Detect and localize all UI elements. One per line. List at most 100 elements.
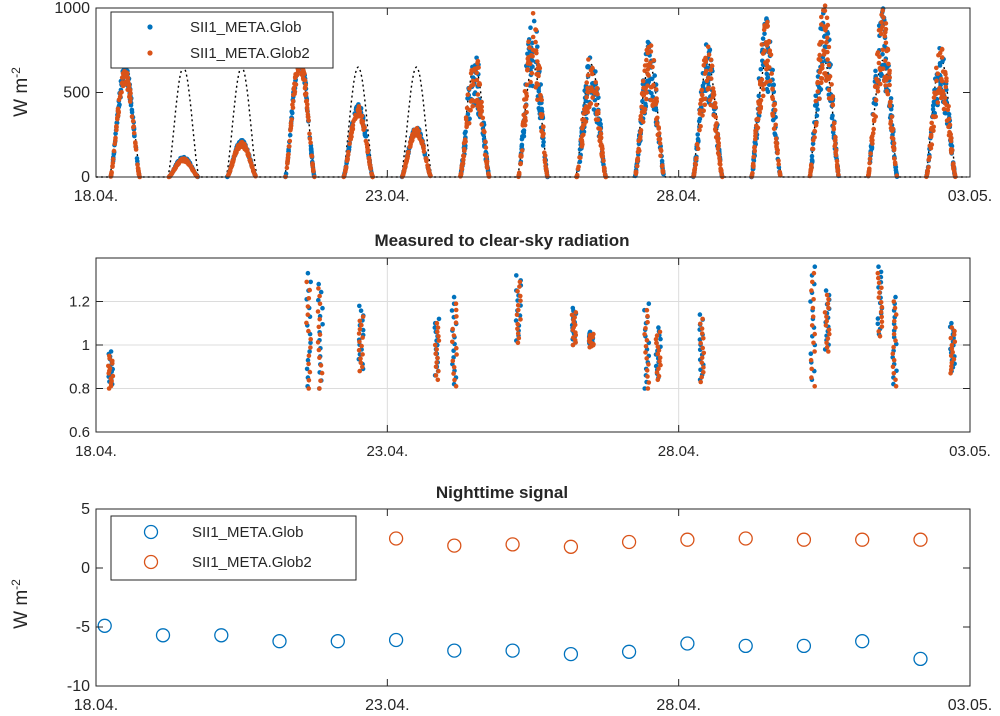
nighttime-marks: [97, 531, 928, 667]
glob2-point: [752, 144, 757, 150]
irradiance-y-axis-label: W m-2: [9, 67, 32, 117]
glob2-point: [113, 138, 118, 143]
glob2-point: [470, 104, 476, 109]
glob2-point: [774, 144, 779, 150]
glob2-point: [870, 130, 876, 136]
glob-point: [290, 110, 295, 116]
glob2-point: [887, 68, 892, 74]
glob2-point: [821, 52, 827, 57]
glob2-point: [310, 162, 315, 167]
glob2-point: [658, 147, 663, 152]
glob2-point: [657, 141, 663, 146]
glob2-point: [470, 68, 476, 73]
glob2-point: [648, 43, 654, 48]
glob2-point: [760, 82, 765, 88]
night-glob-point: [155, 628, 171, 643]
glob2-point: [926, 165, 931, 170]
glob2-point: [703, 58, 709, 63]
glob-point: [815, 107, 820, 112]
glob2-point: [770, 86, 775, 92]
glob2-point: [530, 34, 536, 40]
ratio-glob2-point: [879, 304, 885, 310]
night-glob-point: [388, 632, 404, 648]
glob-point: [814, 113, 820, 118]
ratio-glob2-point: [645, 319, 650, 325]
glob2-point: [125, 71, 130, 76]
glob2-point: [824, 35, 830, 41]
glob2-point: [578, 137, 584, 143]
ratio-glob2-point: [517, 279, 523, 285]
ratio-glob2-point: [646, 362, 651, 367]
glob2-point: [833, 152, 839, 158]
ratio-glob2-point: [357, 327, 363, 332]
ratio-glob2-point: [654, 333, 660, 338]
glob2-point: [634, 163, 640, 169]
glob2-point: [711, 113, 716, 118]
glob2-point: [458, 172, 464, 178]
ratio-glob-point: [320, 322, 325, 327]
ratio-glob2-point: [811, 297, 816, 302]
glob2-point: [290, 98, 296, 104]
glob2-point: [582, 110, 588, 115]
y-tick-label: 1000: [54, 0, 90, 17]
ratio-glob2-point: [306, 353, 312, 359]
night-glob2-point: [505, 537, 520, 552]
glob2-point: [527, 45, 532, 50]
ratio-glob2-point: [433, 373, 439, 378]
ratio-glob2-point: [948, 353, 954, 359]
ratio-glob2-point: [318, 378, 323, 384]
glob2-point: [773, 122, 778, 128]
glob2-point: [882, 33, 888, 39]
glob2-point: [749, 173, 755, 178]
glob2-point: [657, 136, 663, 142]
glob2-point: [751, 163, 756, 168]
x-tick-label: 28.04.: [656, 188, 700, 205]
ratio-glob2-point: [824, 344, 830, 350]
ratio-glob2-point: [317, 355, 322, 361]
glob2-point: [310, 167, 316, 172]
glob2-point: [109, 170, 114, 176]
glob2-point: [943, 84, 949, 90]
glob2-point: [946, 104, 951, 109]
glob-point: [893, 165, 898, 170]
glob2-point: [949, 150, 954, 155]
glob2-point: [594, 86, 600, 91]
ratio-glob2-point: [808, 357, 814, 363]
glob2-point: [638, 113, 644, 119]
glob2-point: [536, 71, 541, 77]
glob2-point: [819, 80, 824, 86]
ratio-glob2-point: [654, 340, 659, 346]
glob2-point: [815, 79, 821, 85]
glob2-point: [533, 39, 538, 45]
glob2-point: [645, 71, 651, 77]
glob2-point: [660, 168, 666, 173]
glob2-point: [655, 132, 661, 138]
glob-point: [948, 142, 953, 147]
ratio-glob2-point: [809, 323, 815, 328]
ratio-glob2-point: [892, 318, 897, 324]
ratio-glob2-point: [892, 305, 898, 311]
ratio-glob-point: [308, 279, 314, 285]
glob2-point: [483, 145, 489, 150]
glob-point: [640, 98, 645, 104]
ratio-glob2-point: [315, 340, 321, 345]
glob2-point: [817, 96, 822, 102]
ratio-glob-point: [697, 312, 703, 317]
irradiance-y-axis-label-exponent: -2: [9, 67, 23, 78]
glob2-point: [465, 92, 471, 97]
ratio-glob2-point: [827, 331, 832, 337]
ratio-title: Measured to clear-sky radiation: [374, 231, 629, 250]
ratio-glob-point: [812, 264, 818, 270]
glob2-point: [133, 141, 138, 146]
ratio-glob2-point: [893, 325, 898, 330]
glob2-point: [530, 53, 535, 59]
glob2-point: [287, 144, 292, 149]
glob2-point: [887, 99, 893, 105]
glob2-point: [765, 19, 770, 25]
glob2-point: [880, 24, 885, 29]
glob2-point: [541, 131, 546, 137]
ratio-glob2-point: [655, 344, 661, 350]
glob2-point: [599, 154, 605, 159]
glob-point: [541, 139, 546, 145]
ratio-glob-point: [587, 329, 593, 335]
